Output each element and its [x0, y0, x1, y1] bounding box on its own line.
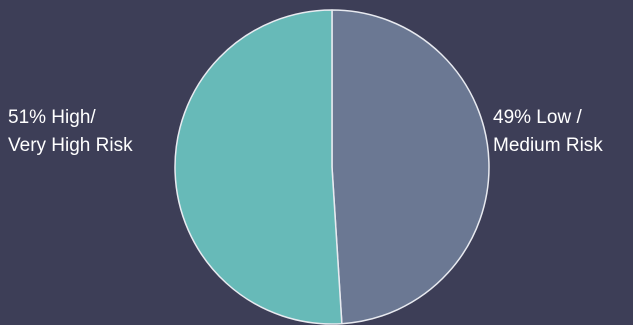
- data-label-low-risk: 49% Low / Medium Risk: [493, 104, 603, 160]
- data-label-low-risk-line-2: Medium Risk: [493, 135, 603, 156]
- data-label-high-risk-line-1: 51% High/: [8, 107, 96, 128]
- data-label-low-risk-line-1: 49% Low /: [493, 107, 582, 128]
- pie-slice-high-very-high-risk: [174, 9, 343, 325]
- data-label-high-risk: 51% High/ Very High Risk: [8, 104, 133, 160]
- data-label-high-risk-line-2: Very High Risk: [8, 135, 133, 156]
- pie-slice-low-medium-risk: [331, 9, 490, 325]
